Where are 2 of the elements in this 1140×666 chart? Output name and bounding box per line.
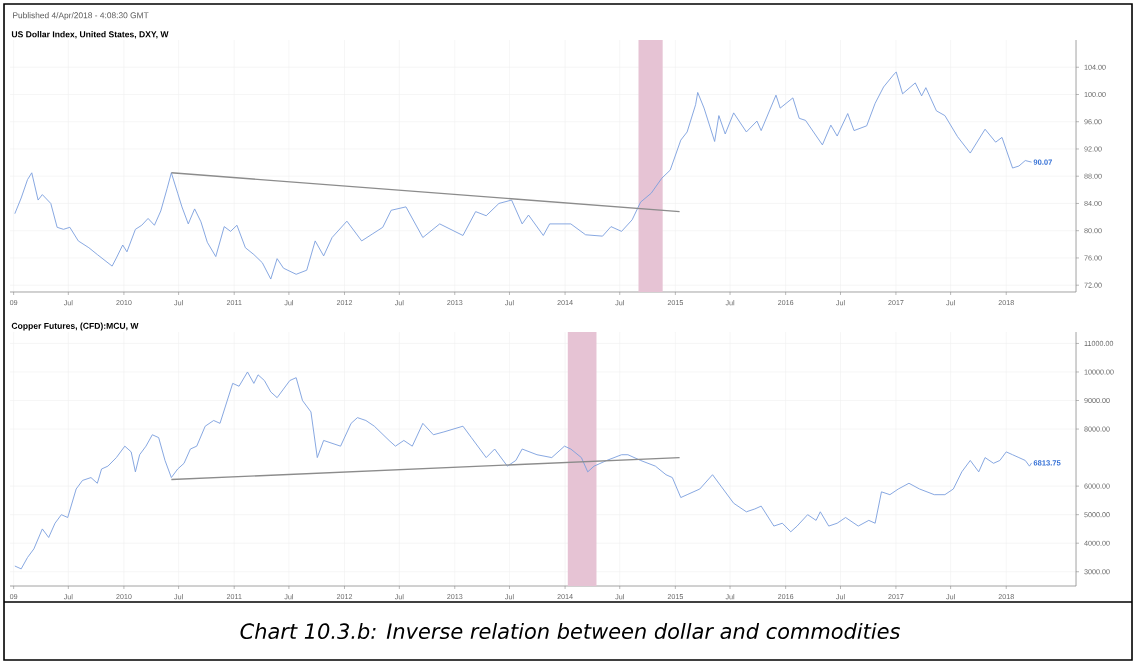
caption: Chart 10.3.b: Inverse relation between dollar and commodities (240, 622, 900, 640)
line-series (14, 71, 1033, 280)
